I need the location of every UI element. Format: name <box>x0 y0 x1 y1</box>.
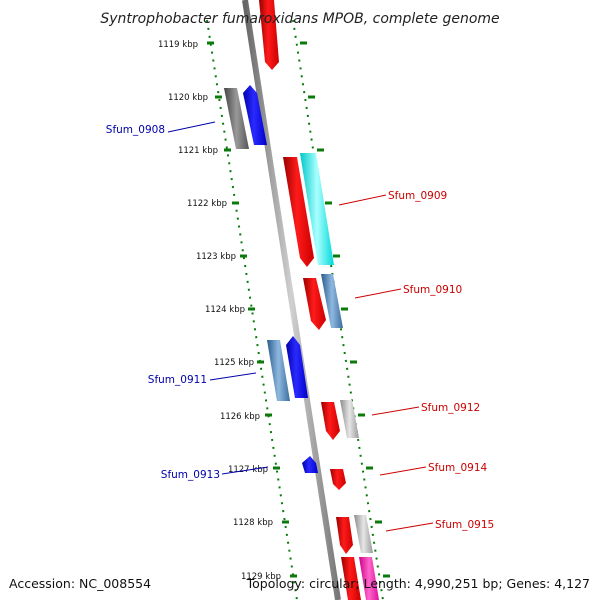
tick-label: 1121 kbp <box>178 146 218 156</box>
ruler-dotted-line-right <box>292 19 384 600</box>
gene-arrow <box>286 336 308 398</box>
gene-arrow <box>336 517 353 554</box>
tick-label: 1128 kbp <box>233 518 273 528</box>
gene-features <box>224 0 379 600</box>
tick-label: 1126 kbp <box>220 412 260 422</box>
gene-block <box>321 274 343 328</box>
gene-block <box>267 340 290 401</box>
gene-label-sfum-0908[interactable]: Sfum_0908 <box>106 124 165 136</box>
accession-text: Accession: NC_008554 <box>9 576 151 591</box>
gene-label-sfum-0909[interactable]: Sfum_0909 <box>388 190 447 202</box>
tick-label: 1122 kbp <box>187 199 227 209</box>
tick-label: 1120 kbp <box>168 93 208 103</box>
map-title: Syntrophobacter fumaroxidans MPOB, compl… <box>100 11 499 27</box>
ruler-ticks <box>207 41 390 578</box>
gene-arrow <box>283 157 314 267</box>
gene-label-sfum-0915[interactable]: Sfum_0915 <box>435 519 494 531</box>
topology-text: Topology: circular; Length: 4,990,251 bp… <box>246 576 590 591</box>
tick-label: 1124 kbp <box>205 305 245 315</box>
gene-arrow <box>321 402 340 440</box>
gene-label-sfum-0912[interactable]: Sfum_0912 <box>421 402 480 414</box>
gene-block <box>354 515 373 553</box>
gene-arrow <box>330 469 346 490</box>
label-connectors <box>167 121 434 532</box>
ruler-dotted-line-left <box>206 19 298 600</box>
genome-backbone <box>242 0 341 600</box>
gene-arrow <box>259 0 279 70</box>
tick-label: 1123 kbp <box>196 252 236 262</box>
gene-arrow <box>243 85 267 145</box>
tick-label: 1129 kbp <box>241 572 281 582</box>
tick-label: 1119 kbp <box>158 40 198 50</box>
tick-label: 1125 kbp <box>214 358 254 368</box>
gene-arrow <box>303 278 326 330</box>
gene-block <box>224 88 249 149</box>
gene-arrow <box>302 456 318 473</box>
gene-label-sfum-0910[interactable]: Sfum_0910 <box>403 284 462 296</box>
gene-label-sfum-0914[interactable]: Sfum_0914 <box>428 462 488 474</box>
gene-block <box>341 557 361 600</box>
gene-label-sfum-0913[interactable]: Sfum_0913 <box>161 469 220 481</box>
gene-block <box>300 153 334 265</box>
gene-label-sfum-0911[interactable]: Sfum_0911 <box>148 374 207 386</box>
gene-labels: Sfum_0908 Sfum_0909 Sfum_0910 Sfum_0911 … <box>106 124 494 531</box>
gene-block <box>340 400 359 438</box>
gene-block <box>359 557 379 600</box>
